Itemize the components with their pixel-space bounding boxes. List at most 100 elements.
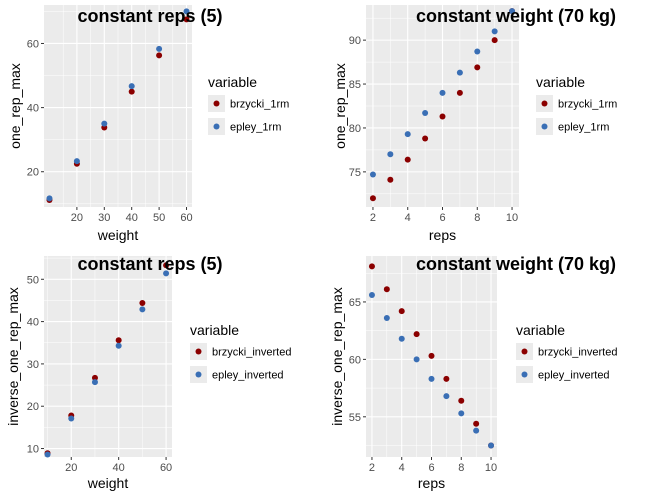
data-point (474, 64, 481, 71)
x-tick-label: 40 (113, 462, 125, 474)
data-point (183, 16, 190, 23)
legend-key-point (541, 100, 548, 107)
data-point (369, 171, 376, 178)
plot-title: constant reps (5) (77, 6, 222, 26)
data-point (368, 263, 375, 270)
legend-title: variable (516, 322, 565, 338)
x-tick-label: 50 (153, 212, 165, 224)
y-tick-label: 75 (349, 167, 361, 179)
x-tick-label: 2 (369, 462, 375, 474)
chart-2: 2 4 6 8 10 75 80 85 90 constant weight (70 kg) rep… (332, 5, 617, 243)
data-point (115, 337, 122, 344)
data-point (404, 156, 411, 163)
y-tick-label: 50 (27, 274, 39, 286)
data-point (46, 195, 53, 202)
y-tick-label: 10 (27, 444, 39, 456)
legend-label: brzycki_inverted (212, 347, 291, 359)
data-point (68, 415, 75, 422)
x-tick-label: 2 (370, 212, 376, 224)
x-tick-label: 6 (439, 212, 445, 224)
data-point (422, 135, 429, 142)
y-tick-label: 30 (27, 359, 39, 371)
legend: variable brzycki_1rm epley_1rm (208, 74, 289, 135)
chart-4: 2 4 6 8 10 55 60 65 constant weight (70 kg) reps i… (329, 254, 617, 491)
data-point (439, 89, 446, 96)
y-tick-label: 40 (27, 317, 39, 329)
legend: variable brzycki_1rm epley_1rm (536, 74, 617, 135)
data-point (73, 158, 80, 165)
data-point (101, 120, 108, 127)
data-point (398, 308, 405, 315)
data-point (156, 52, 163, 59)
legend: variable brzycki_inverted epley_inverted (190, 322, 291, 383)
legend-title: variable (190, 322, 239, 338)
x-tick-label: 20 (71, 212, 83, 224)
x-axis-title: reps (418, 475, 445, 491)
data-point (491, 37, 498, 44)
legend-label: brzycki_1rm (558, 99, 617, 111)
y-axis-title: one_rep_max (332, 63, 348, 149)
legend-key-point (541, 123, 548, 130)
data-point (443, 375, 450, 382)
y-tick-label: 85 (349, 79, 361, 91)
legend-label: epley_inverted (212, 370, 284, 382)
legend-label: brzycki_1rm (230, 99, 289, 111)
chart-3: 20 40 60 10 20 30 40 50 constant reps (5) weight i… (5, 254, 291, 491)
data-point (473, 420, 480, 427)
legend: variable brzycki_inverted epley_inverted (516, 322, 617, 383)
y-axis-title: inverse_one_rep_max (5, 287, 21, 426)
data-point (128, 88, 135, 95)
legend-title: variable (536, 74, 585, 90)
x-axis-title: reps (429, 227, 456, 243)
x-tick-label: 60 (160, 462, 172, 474)
data-point (422, 110, 429, 117)
y-tick-label: 40 (27, 103, 39, 115)
y-tick-label: 20 (27, 167, 39, 179)
data-point (139, 306, 146, 313)
legend-label: brzycki_inverted (538, 347, 617, 359)
x-tick-label: 20 (65, 462, 77, 474)
data-point (404, 131, 411, 138)
x-tick-label: 30 (98, 212, 110, 224)
data-point (163, 270, 170, 277)
data-point (458, 397, 465, 404)
x-tick-label: 8 (474, 212, 480, 224)
data-point (474, 48, 481, 55)
data-point (139, 299, 146, 306)
x-axis-title: weight (87, 475, 129, 491)
legend-label: epley_1rm (230, 122, 281, 134)
legend-key-point (213, 123, 220, 130)
data-point (44, 451, 51, 458)
data-point (163, 262, 170, 269)
y-axis-title: one_rep_max (7, 63, 23, 149)
data-point (473, 427, 480, 434)
panel-background (44, 256, 172, 457)
x-tick-label: 10 (485, 462, 497, 474)
data-point (383, 286, 390, 293)
x-tick-label: 60 (180, 212, 192, 224)
x-tick-label: 8 (458, 462, 464, 474)
data-point (428, 352, 435, 359)
legend-label: epley_inverted (538, 370, 610, 382)
plot-title: constant weight (70 kg) (416, 254, 616, 274)
y-tick-label: 65 (349, 297, 361, 309)
plot-title: constant reps (5) (77, 254, 222, 274)
data-point (413, 331, 420, 338)
x-tick-label: 4 (399, 462, 405, 474)
data-point (398, 335, 405, 342)
legend-key-point (195, 348, 202, 355)
x-axis-title: weight (97, 227, 139, 243)
data-point (443, 393, 450, 400)
legend-key-point (213, 100, 220, 107)
data-point (456, 69, 463, 76)
legend-key-point (521, 348, 528, 355)
x-tick-label: 40 (126, 212, 138, 224)
data-point (115, 342, 122, 349)
data-point (387, 151, 394, 158)
data-point (156, 45, 163, 52)
y-tick-label: 20 (27, 401, 39, 413)
data-point (91, 379, 98, 386)
legend-label: epley_1rm (558, 122, 609, 134)
